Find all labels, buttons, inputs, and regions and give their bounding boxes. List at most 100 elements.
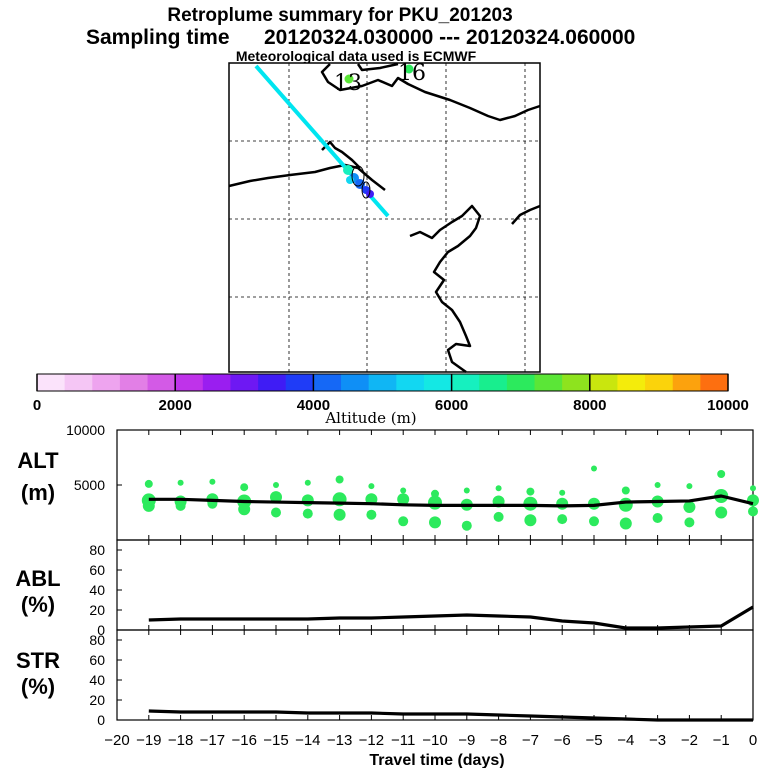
- spread-point: [304, 479, 311, 486]
- x-tick-label: −16: [231, 732, 256, 749]
- spread-point: [495, 485, 502, 492]
- map-panel: 13 16: [228, 61, 541, 374]
- y-tick-label: 60: [89, 562, 105, 578]
- plume-marker-13: [344, 74, 354, 84]
- panel-ylabel: ALT: [17, 448, 59, 473]
- colorbar-tick-label: 10000: [707, 397, 749, 414]
- spread-point: [209, 478, 216, 485]
- x-tick-label: −6: [554, 732, 571, 749]
- colorbar-cell: [423, 374, 453, 391]
- colorbar-cell: [258, 374, 287, 391]
- colorbar-cell: [285, 374, 314, 391]
- spread-point: [368, 483, 375, 490]
- panel-abl: 0 20 40 60 80 ABL(%): [15, 539, 754, 638]
- figure-title: Retroplume summary for PKU_201203: [167, 5, 512, 26]
- spread-point: [240, 483, 249, 492]
- spread-point: [142, 499, 155, 512]
- met-data-note: Meteorological data used is ECMWF: [236, 48, 477, 64]
- spread-point: [618, 497, 633, 512]
- spread-point: [333, 508, 346, 521]
- colorbar-cell: [589, 374, 618, 391]
- panel-str: 0 20 40 60 80 STR(%): [16, 629, 754, 728]
- spread-point: [428, 495, 442, 510]
- y-tick-label: 20: [89, 692, 105, 708]
- spread-point: [717, 470, 726, 478]
- y-tick-label: 5000: [74, 477, 105, 493]
- plume-marker-16: [404, 64, 414, 74]
- colorbar-tick-label: 4000: [297, 397, 330, 414]
- x-tick-label: −10: [422, 732, 447, 749]
- series-line-str: [148, 709, 753, 722]
- spread-point: [654, 482, 661, 488]
- colorbar-cell: [368, 374, 397, 391]
- time-series-panels: 500010000ALT(m)020406080ABL(%)020406080S…: [15, 422, 759, 728]
- spread-point: [557, 514, 568, 525]
- x-tick-label: −2: [681, 732, 698, 749]
- spread-point: [400, 487, 407, 494]
- x-tick-label: −14: [295, 732, 320, 749]
- coastlines: [228, 62, 541, 374]
- y-tick-label: 60: [89, 652, 105, 668]
- colorbar-tick-label: 6000: [435, 397, 468, 414]
- colorbar-cell: [341, 374, 370, 391]
- colorbar-cell: [119, 374, 149, 391]
- spread-point: [652, 513, 663, 523]
- colorbar-cell: [617, 374, 646, 391]
- map-gridlines: [229, 63, 540, 372]
- spread-point: [589, 516, 599, 527]
- spread-point: [526, 487, 535, 496]
- panel-ylabel: STR: [16, 648, 60, 673]
- x-axis: −20 −19 −18 −17 −16 −15 −14 −13 −12 −11 −10 −9 −8 −7−…: [104, 732, 757, 749]
- colorbar-cell: [64, 374, 93, 391]
- x-tick-label: −4: [617, 732, 634, 749]
- spread-point: [747, 494, 759, 507]
- spread-point: [523, 496, 538, 511]
- x-tick-label: −8: [490, 732, 507, 749]
- spread-point: [177, 479, 184, 486]
- x-tick-label: −19: [136, 732, 161, 749]
- colorbar-label: Altitude (m): [324, 409, 416, 427]
- x-axis-label: Travel time (days): [369, 752, 504, 768]
- spread-point: [144, 479, 153, 488]
- spread-point: [463, 487, 470, 494]
- x-tick-label: −13: [327, 732, 352, 749]
- colorbar-cell: [37, 374, 66, 391]
- spread-point: [175, 500, 186, 511]
- sampling-range: 20120324.030000 --- 20120324.060000: [264, 26, 635, 49]
- panel-ylabel: ABL: [15, 566, 60, 591]
- x-tick-label: −20: [104, 732, 129, 749]
- x-tick-label: −3: [649, 732, 666, 749]
- y-tick-label: 40: [89, 672, 105, 688]
- spread-point: [493, 511, 504, 522]
- altitude-spread-points: [141, 465, 759, 531]
- x-tick-label: −17: [200, 732, 225, 749]
- series-line-alt: [148, 494, 754, 508]
- colorbar-cell: [313, 374, 342, 391]
- colorbar-cell: [147, 374, 176, 391]
- spread-point: [429, 516, 441, 529]
- colorbar-tick-label: 8000: [573, 397, 606, 414]
- colorbar-cell: [230, 374, 259, 391]
- colorbar-tick-label: 2000: [159, 397, 192, 414]
- colorbar-cell: [451, 374, 480, 391]
- colorbar-cell: [479, 374, 508, 391]
- colorbar: 0 2000 4000 6000 8000 10000 Altitude (m): [33, 373, 749, 427]
- plume-cluster: [343, 165, 374, 199]
- y-tick-label: 0: [97, 712, 105, 728]
- panel-frame: [116, 629, 754, 721]
- colorbar-cell: [700, 374, 729, 391]
- spread-point: [397, 493, 410, 506]
- colorbar-ticks: 0 2000 4000 6000 8000 10000: [33, 374, 749, 414]
- spread-point: [748, 506, 758, 517]
- colorbar-cell: [534, 374, 563, 391]
- spread-point: [301, 494, 314, 507]
- spread-point: [683, 501, 696, 513]
- colorbar-cell: [645, 374, 674, 391]
- x-tick-label: −15: [263, 732, 288, 749]
- spread-point: [684, 517, 695, 528]
- colorbar-cell: [202, 374, 231, 391]
- spread-point: [431, 489, 439, 498]
- x-tick-label: −7: [522, 732, 539, 749]
- x-tick-label: −5: [585, 732, 602, 749]
- colorbar-cell: [506, 374, 536, 391]
